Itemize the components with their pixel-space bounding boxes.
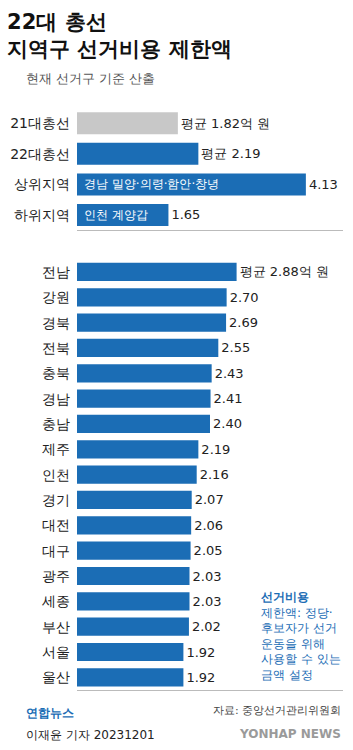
svg-text:2.03: 2.03 (193, 569, 222, 584)
svg-text:2.43: 2.43 (215, 366, 244, 381)
svg-text:연합뉴스: 연합뉴스 (26, 706, 74, 720)
svg-text:2.69: 2.69 (229, 315, 258, 330)
svg-text:경남: 경남 (42, 391, 70, 407)
svg-text:대전: 대전 (42, 517, 70, 533)
svg-text:자료: 중앙선거관리위원회: 자료: 중앙선거관리위원회 (213, 704, 341, 717)
svg-text:2.06: 2.06 (194, 518, 223, 533)
svg-text:울산: 울산 (42, 669, 70, 685)
svg-text:1.92: 1.92 (186, 670, 215, 685)
svg-text:4.13: 4.13 (309, 177, 338, 192)
svg-text:평균 2.88억 원: 평균 2.88억 원 (240, 264, 329, 279)
svg-text:인천: 인천 (42, 467, 70, 483)
svg-text:대구: 대구 (42, 543, 70, 559)
svg-text:하위지역: 하위지역 (14, 207, 70, 223)
svg-text:광주: 광주 (42, 568, 70, 584)
svg-text:22대 총선지역구 선거비용 제한액: 22대 총선지역구 선거비용 제한액 (7, 10, 232, 61)
svg-text:전북: 전북 (42, 340, 70, 356)
svg-text:인천 계양갑: 인천 계양갑 (84, 208, 148, 222)
svg-text:평균 1.82억 원: 평균 1.82억 원 (181, 116, 270, 131)
svg-text:2.40: 2.40 (213, 416, 242, 431)
svg-text:전남: 전남 (42, 264, 70, 280)
svg-text:2.19: 2.19 (201, 442, 230, 457)
svg-text:선거비용제한액: 정당·후보자가 선거운동을 위해사용할 수: 선거비용제한액: 정당·후보자가 선거운동을 위해사용할 수 있는금액 설정 (261, 590, 341, 682)
svg-text:경남 밀양·의령·함안·창녕: 경남 밀양·의령·함안·창녕 (84, 177, 219, 191)
svg-text:1.65: 1.65 (171, 207, 200, 222)
svg-text:YONHAP NEWS: YONHAP NEWS (239, 727, 341, 741)
svg-text:충남: 충남 (42, 416, 70, 432)
svg-text:1.92: 1.92 (186, 645, 215, 660)
svg-text:2.05: 2.05 (194, 543, 223, 558)
svg-text:충북: 충북 (42, 365, 70, 381)
svg-text:2.02: 2.02 (192, 619, 221, 634)
svg-text:2.55: 2.55 (221, 340, 250, 355)
svg-text:경기: 경기 (42, 492, 70, 508)
svg-text:평균 2.19: 평균 2.19 (201, 146, 260, 161)
svg-text:2.16: 2.16 (200, 467, 229, 482)
svg-text:부산: 부산 (42, 619, 70, 635)
svg-text:2.07: 2.07 (195, 492, 224, 507)
svg-text:제주: 제주 (42, 441, 70, 457)
svg-text:2.70: 2.70 (230, 290, 259, 305)
svg-text:2.41: 2.41 (214, 391, 243, 406)
svg-text:22대총선: 22대총선 (10, 146, 70, 162)
svg-text:21대총선: 21대총선 (10, 115, 70, 131)
svg-text:강원: 강원 (42, 289, 70, 305)
svg-text:세종: 세종 (42, 593, 70, 609)
svg-text:서울: 서울 (42, 644, 70, 660)
svg-text:2.03: 2.03 (193, 594, 222, 609)
svg-text:경북: 경북 (42, 315, 70, 331)
svg-text:상위지역: 상위지역 (14, 176, 70, 192)
svg-text:이재윤 기자 20231201: 이재윤 기자 20231201 (26, 728, 155, 742)
svg-text:현재 선거구 기준 산출: 현재 선거구 기준 산출 (26, 71, 155, 86)
